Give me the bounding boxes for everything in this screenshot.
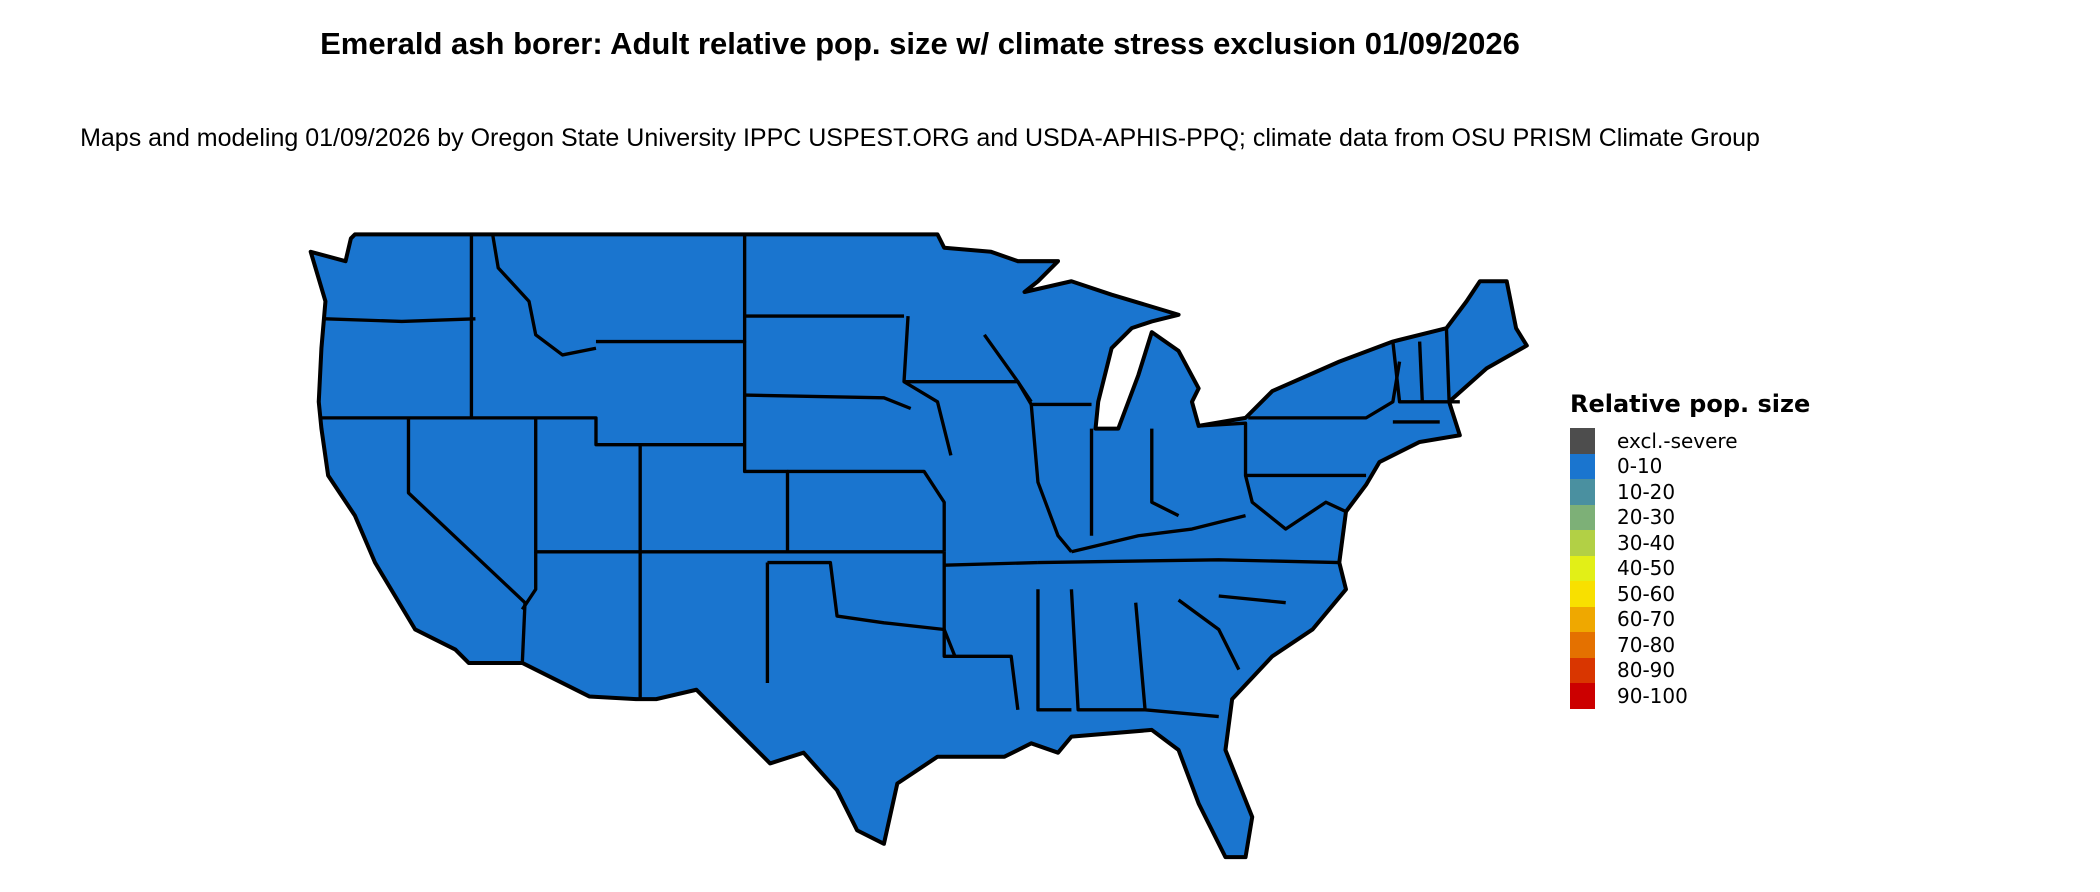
map-title: Emerald ash borer: Adult relative pop. s…	[320, 26, 1520, 61]
legend-swatch	[1570, 683, 1595, 709]
legend-label: excl.-severe	[1617, 428, 1738, 453]
legend-swatch	[1570, 530, 1595, 556]
legend-label: 20-30	[1617, 505, 1676, 530]
legend-item: excl.-severe	[1570, 428, 1810, 454]
legend-label: 10-20	[1617, 479, 1676, 504]
legend-swatch	[1570, 453, 1595, 479]
legend-label: 60-70	[1617, 607, 1676, 632]
legend-item: 60-70	[1570, 606, 1810, 632]
legend-item: 50-60	[1570, 581, 1810, 607]
legend-swatch	[1570, 504, 1595, 530]
us-outline	[308, 232, 1529, 860]
legend-label: 70-80	[1617, 632, 1676, 657]
legend-item: 70-80	[1570, 632, 1810, 658]
legend: Relative pop. size excl.-severe 0-10 10-20…	[1570, 390, 1810, 709]
legend-title: Relative pop. size	[1570, 390, 1811, 418]
legend-swatch	[1570, 606, 1595, 632]
legend-swatch	[1570, 581, 1595, 607]
legend-swatch	[1570, 657, 1595, 683]
legend-label: 50-60	[1617, 581, 1676, 606]
legend-item: 90-100	[1570, 683, 1810, 709]
legend-swatch	[1570, 479, 1595, 505]
legend-label: 40-50	[1617, 556, 1676, 581]
legend-item: 40-50	[1570, 555, 1810, 581]
legend-item: 10-20	[1570, 479, 1810, 505]
legend-label: 90-100	[1617, 683, 1688, 708]
map-subtitle: Maps and modeling 01/09/2026 by Oregon S…	[80, 124, 1760, 152]
legend-item: 80-90	[1570, 657, 1810, 683]
legend-label: 0-10	[1617, 454, 1663, 479]
legend-swatch	[1570, 428, 1595, 454]
legend-label: 80-90	[1617, 658, 1676, 683]
legend-swatch	[1570, 632, 1595, 658]
legend-label: 30-40	[1617, 530, 1676, 555]
legend-item: 30-40	[1570, 530, 1810, 556]
legend-swatch	[1570, 555, 1595, 581]
legend-item: 0-10	[1570, 453, 1810, 479]
legend-item: 20-30	[1570, 504, 1810, 530]
state-borders	[321, 235, 1460, 719]
